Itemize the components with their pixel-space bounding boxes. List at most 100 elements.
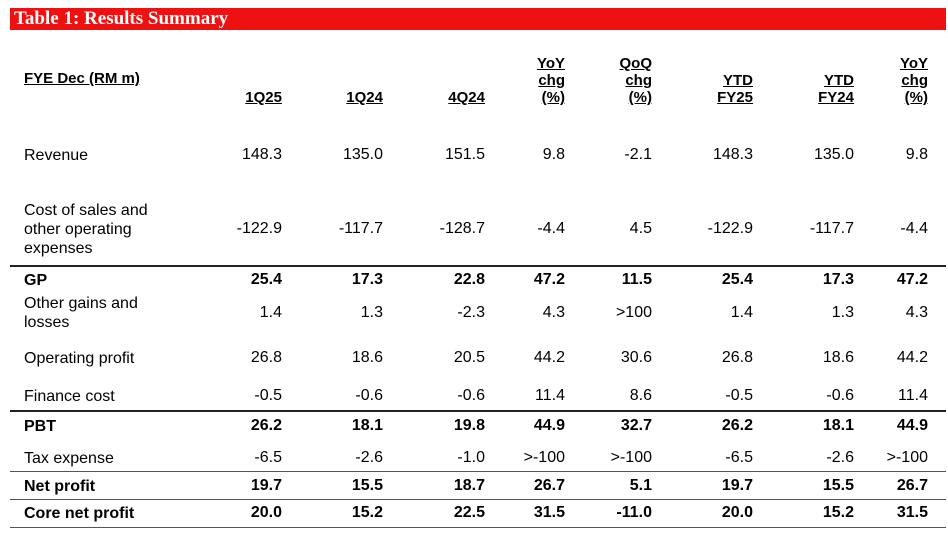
column-header-line: YoY — [536, 55, 565, 72]
table-cell: 9.8 — [542, 146, 565, 163]
table-cell: -117.7 — [809, 220, 854, 237]
column-header-line: YoY — [899, 55, 928, 72]
table-cell: 22.8 — [453, 271, 485, 288]
table-cell: 11.4 — [535, 387, 565, 404]
table-cell: 1.3 — [831, 304, 854, 321]
row-label: Finance cost — [24, 387, 115, 406]
table-cell: -122.9 — [236, 220, 282, 237]
table-cell: -2.1 — [624, 146, 652, 163]
table-cell: 20.0 — [250, 504, 282, 521]
row-label-line: Net profit — [24, 477, 96, 495]
table-cell: -11.0 — [616, 504, 652, 521]
table-cell: 17.3 — [822, 271, 854, 288]
row-label: Core net profit — [24, 504, 134, 523]
row-label-line: Operating profit — [24, 349, 135, 367]
row-label-line: PBT — [24, 417, 56, 435]
table-cell: 151.5 — [444, 146, 485, 163]
table-cell: 19.7 — [250, 477, 282, 494]
table-cell: 26.8 — [250, 349, 282, 366]
table-title: Table 1: Results Summary — [10, 8, 946, 30]
row-label: Operating profit — [24, 349, 134, 368]
table-cell: 15.5 — [351, 477, 383, 494]
table-cell: >-100 — [523, 449, 565, 466]
header-label: FYE Dec (RM m) — [24, 70, 140, 87]
row-label-line: Core net profit — [24, 504, 135, 522]
table-cell: 44.9 — [896, 417, 928, 434]
table-cell: 11.5 — [621, 271, 652, 288]
table-cell: -1.0 — [457, 449, 485, 466]
column-header-line: QoQ — [619, 55, 653, 72]
table-cell: -0.6 — [826, 387, 854, 404]
table-cell: 4.3 — [905, 304, 928, 321]
table-cell: 47.2 — [533, 271, 565, 288]
table-cell: 18.6 — [351, 349, 383, 366]
table-cell: 22.5 — [453, 504, 485, 521]
row-label-line: Other gains and — [24, 295, 138, 312]
table-cell: -6.5 — [725, 449, 753, 466]
table-cell: 30.6 — [620, 349, 652, 366]
table-cell: 26.8 — [721, 349, 753, 366]
table-cell: 26.2 — [721, 417, 753, 434]
header-label-text: FYE Dec (RM m) — [24, 70, 140, 87]
table-cell: 8.6 — [629, 387, 652, 404]
table-cell: 5.1 — [629, 477, 652, 494]
row-divider — [10, 499, 946, 500]
row-label-line: GP — [24, 271, 48, 289]
table-cell: 25.4 — [250, 271, 282, 288]
row-label: Cost of sales and other operating expenses — [24, 201, 148, 258]
table-cell: 1.4 — [259, 304, 282, 321]
table-cell: 135.0 — [813, 146, 854, 163]
column-header: QoQ chg (%) — [620, 55, 653, 106]
table-cell: 11.4 — [898, 387, 928, 404]
table-cell: 9.8 — [905, 146, 928, 163]
table-cell: 4.3 — [542, 304, 565, 321]
table-cell: 32.7 — [620, 417, 652, 434]
table-cell: 18.6 — [822, 349, 854, 366]
row-label-line: expenses — [24, 239, 93, 257]
column-header-line: 4Q24 — [448, 89, 485, 106]
table-cell: 19.7 — [721, 477, 753, 494]
column-header: YTD FY24 — [818, 72, 854, 106]
column-header-line: (%) — [904, 89, 928, 106]
row-label-line: Finance cost — [24, 387, 115, 405]
table-cell: 15.5 — [822, 477, 854, 494]
table-cell: 148.3 — [241, 146, 282, 163]
row-label-line: other operating — [24, 220, 132, 238]
table-cell: >100 — [615, 304, 652, 321]
row-label: PBT — [24, 417, 56, 436]
column-header-line: FY24 — [818, 89, 854, 106]
column-header: YTD FY25 — [717, 72, 753, 106]
table-cell: 44.9 — [533, 417, 565, 434]
column-header-line: 1Q25 — [245, 89, 282, 106]
table-cell: 26.7 — [533, 477, 565, 494]
table-cell: 31.5 — [896, 504, 928, 521]
table-cell: -0.5 — [725, 387, 753, 404]
row-label: Other gains and losses — [24, 294, 138, 332]
table-cell: -2.6 — [826, 449, 854, 466]
row-label: Tax expense — [24, 449, 114, 468]
table-cell: >-100 — [886, 449, 928, 466]
table-cell: 4.5 — [629, 220, 652, 237]
row-divider — [10, 471, 946, 472]
table-cell: -6.5 — [254, 449, 282, 466]
row-label: Net profit — [24, 477, 95, 496]
table-cell: 19.8 — [453, 417, 485, 434]
column-header-line: (%) — [541, 89, 565, 106]
column-header: 4Q24 — [448, 89, 485, 106]
column-header-line: 1Q24 — [346, 89, 383, 106]
table-cell: -122.9 — [707, 220, 753, 237]
table-cell: -0.6 — [457, 387, 485, 404]
table-cell: 26.2 — [250, 417, 282, 434]
table-cell: 17.3 — [351, 271, 383, 288]
table-cell: -128.7 — [439, 220, 485, 237]
table-cell: 44.2 — [533, 349, 565, 366]
column-header: YoY chg (%) — [537, 55, 565, 106]
table-cell: -2.6 — [355, 449, 383, 466]
column-header: 1Q24 — [346, 89, 383, 106]
column-header-line: chg — [625, 72, 652, 89]
table-cell: 148.3 — [712, 146, 753, 163]
column-header-line: FY25 — [717, 89, 753, 106]
row-label: Revenue — [24, 146, 88, 165]
table-cell: -4.4 — [537, 220, 565, 237]
table-cell: 20.5 — [453, 349, 485, 366]
